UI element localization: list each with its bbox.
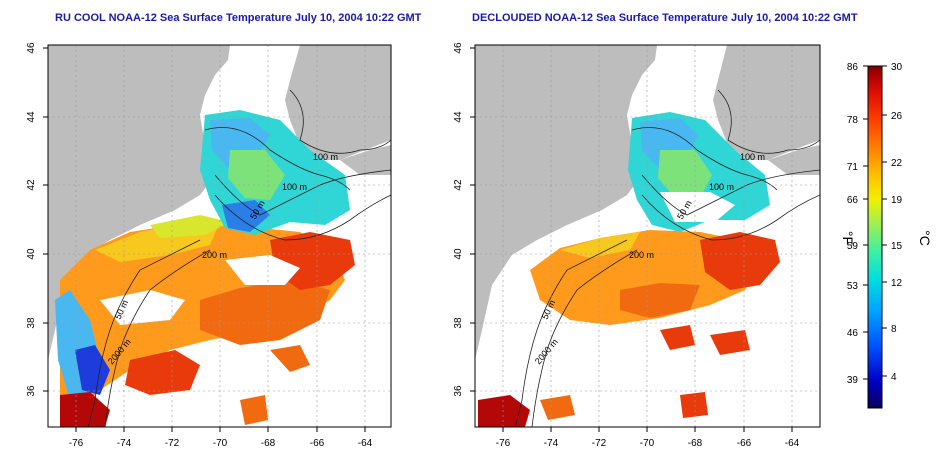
colorbar-f-tick: 59 bbox=[847, 241, 859, 252]
left-lat-tick: 46 bbox=[26, 42, 37, 54]
right-map[interactable]: 100 m 100 m 50 m 200 m 50 m 2000 m -76 -… bbox=[453, 42, 821, 449]
left-isobaths bbox=[87, 89, 391, 427]
left-sst-field bbox=[55, 110, 355, 427]
right-lon-tick: -68 bbox=[688, 438, 703, 449]
colorbar-f-tick: 39 bbox=[847, 375, 859, 386]
right-lon-tick: -76 bbox=[496, 438, 511, 449]
right-isobaths bbox=[514, 89, 820, 427]
left-isobath-label: 200 m bbox=[202, 250, 227, 260]
left-lon-tick: -74 bbox=[117, 438, 132, 449]
right-isobath-label: 100 m bbox=[740, 152, 765, 162]
left-lat-tick: 36 bbox=[26, 385, 37, 397]
right-lat-tick: 36 bbox=[453, 385, 464, 397]
colorbar-gradient bbox=[867, 65, 883, 409]
left-lat-tick: 42 bbox=[26, 179, 37, 191]
colorbar-c-tick: 19 bbox=[891, 195, 903, 206]
left-lon-tick: -68 bbox=[261, 438, 276, 449]
right-lon-tick: -70 bbox=[640, 438, 655, 449]
right-land bbox=[475, 45, 657, 360]
right-isobath-label: 100 m bbox=[709, 182, 734, 192]
left-isobath-label: 100 m bbox=[313, 152, 338, 162]
temperature-colorbar: 86 78 71 66 59 53 46 39 30 26 22 19 15 1… bbox=[840, 62, 933, 409]
left-map-title: RU COOL NOAA-12 Sea Surface Temperature … bbox=[55, 12, 422, 24]
colorbar-f-tick: 78 bbox=[847, 115, 859, 126]
colorbar-c-tick: 26 bbox=[891, 111, 903, 122]
right-lat-tick: 46 bbox=[453, 42, 464, 54]
colorbar-fahrenheit-label: °F bbox=[840, 231, 856, 245]
colorbar-f-tick: 53 bbox=[847, 281, 859, 292]
colorbar-f-tick: 86 bbox=[847, 62, 859, 73]
right-lon-tick: -64 bbox=[785, 438, 800, 449]
colorbar-c-tick: 30 bbox=[891, 62, 903, 73]
right-lat-tick: 44 bbox=[453, 111, 464, 123]
right-lon-tick: -74 bbox=[544, 438, 559, 449]
left-land bbox=[48, 45, 230, 360]
colorbar-f-tick: 46 bbox=[847, 328, 859, 339]
colorbar-f-tick: 66 bbox=[847, 195, 859, 206]
colorbar-f-tick: 71 bbox=[847, 162, 859, 173]
right-grid bbox=[475, 45, 820, 427]
left-lon-tick: -64 bbox=[358, 438, 373, 449]
left-isobath-label: 100 m bbox=[282, 182, 307, 192]
left-lon-tick: -76 bbox=[69, 438, 84, 449]
right-lat-tick: 40 bbox=[453, 248, 464, 260]
colorbar-c-tick: 4 bbox=[891, 372, 897, 383]
colorbar-celsius-label: °C bbox=[917, 230, 933, 246]
right-map-title: DECLOUDED NOAA-12 Sea Surface Temperatur… bbox=[472, 12, 858, 24]
right-lon-tick: -66 bbox=[737, 438, 752, 449]
left-land-nova-scotia bbox=[285, 45, 391, 160]
left-lat-tick: 44 bbox=[26, 111, 37, 123]
right-lat-tick: 38 bbox=[453, 317, 464, 329]
left-lat-tick: 40 bbox=[26, 248, 37, 260]
right-sst-field bbox=[478, 112, 780, 427]
left-lon-tick: -72 bbox=[165, 438, 180, 449]
left-map[interactable]: 100 m 100 m 50 m 200 m 50 m 2000 m -76 -… bbox=[26, 42, 392, 449]
right-lat-tick: 42 bbox=[453, 179, 464, 191]
left-lat-tick: 38 bbox=[26, 317, 37, 329]
right-isobath-label: 200 m bbox=[629, 250, 654, 260]
right-land-nova-scotia bbox=[713, 45, 820, 160]
colorbar-c-tick: 8 bbox=[891, 324, 897, 335]
left-lon-tick: -66 bbox=[310, 438, 325, 449]
right-lon-tick: -72 bbox=[592, 438, 607, 449]
left-grid bbox=[48, 45, 391, 427]
colorbar-c-tick: 15 bbox=[891, 241, 903, 252]
left-lon-tick: -70 bbox=[213, 438, 228, 449]
colorbar-c-tick: 22 bbox=[891, 158, 903, 169]
colorbar-c-tick: 12 bbox=[891, 278, 903, 289]
